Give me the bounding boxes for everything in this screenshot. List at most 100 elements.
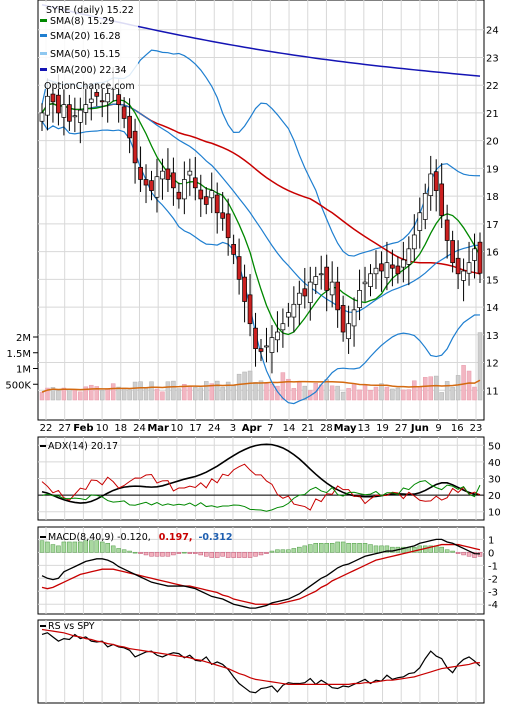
volume-bar [143, 387, 149, 401]
x-tick-label: 27 [395, 423, 408, 434]
candle-body [231, 244, 236, 255]
minus-di-line [41, 463, 481, 511]
price-y-tick-label: 22 [486, 81, 499, 92]
price-y-tick-label: 14 [486, 303, 499, 314]
volume-bar [45, 387, 50, 401]
macd-histogram-bar [160, 552, 165, 557]
rs-label: RS vs SPY [48, 621, 95, 632]
candle-body [275, 331, 280, 341]
macd-histogram-bar [116, 548, 121, 553]
macd-signal-line [41, 543, 481, 605]
candle-body [411, 234, 417, 250]
candle-body [269, 337, 275, 353]
candle-body [50, 93, 56, 103]
volume-bar [384, 386, 390, 401]
candle-body [395, 265, 401, 275]
legend-sma20: SMA(20) 16.28 [50, 31, 120, 42]
legend: SYRE (daily) 15.22 SMA(8) 15.29 SMA(20) … [40, 2, 138, 92]
candle-body [77, 109, 83, 123]
volume-bar [225, 381, 231, 401]
volume-bar [286, 378, 291, 401]
candle-body [171, 172, 176, 189]
x-tick-label: 7 [267, 423, 273, 434]
volume-bar [116, 386, 121, 401]
x-tick-label: 14 [283, 423, 296, 434]
macd-histogram-bar [362, 543, 368, 553]
volume-bar [165, 381, 171, 401]
macd-histogram-bar [231, 552, 236, 558]
volume-bar [264, 383, 269, 401]
candle-body [286, 312, 291, 318]
volume-bar [247, 370, 253, 401]
volume-bar [428, 376, 433, 401]
volume-bar [99, 390, 105, 401]
volume-bars [39, 332, 483, 401]
volume-bar [171, 380, 176, 401]
x-tick-label: Mar [147, 423, 169, 434]
candle-body [329, 281, 335, 296]
macd-histogram-bar [444, 549, 450, 553]
candle-body [318, 273, 324, 276]
macd-label-swatch [40, 536, 46, 538]
price-y-tick-label: 15 [486, 275, 499, 286]
macd-histogram-bar [242, 552, 247, 558]
legend-title: SYRE (daily) 15.22 [46, 5, 134, 16]
candle-body [154, 176, 160, 198]
x-tick-label: Feb [73, 423, 93, 434]
x-tick-label: 18 [114, 423, 127, 434]
macd-histogram-bar [99, 541, 105, 553]
volume-bar [357, 389, 362, 401]
volume-bar [417, 386, 423, 401]
candle-body [264, 345, 269, 348]
volume-bar [269, 384, 275, 401]
macd-histogram-bar [154, 552, 160, 557]
legend-sma8: SMA(8) 15.29 [50, 16, 114, 27]
macd-histogram-bar [94, 540, 99, 553]
macd-histogram-bar [72, 541, 78, 553]
volume-bar [231, 385, 236, 401]
candle-body [99, 100, 105, 103]
macd-histogram-bar [165, 552, 171, 557]
volume-bar [280, 372, 286, 401]
candle-body [116, 94, 122, 105]
macd-y-tick-label: -2 [488, 574, 498, 585]
volume-bar [50, 387, 56, 401]
x-tick-label: 10 [171, 423, 184, 434]
volume-bar [94, 386, 99, 401]
candle-body [132, 130, 138, 164]
x-tick-label: Jun [410, 423, 429, 434]
watermark: OptionChance.com [44, 81, 135, 92]
candle-body [280, 323, 286, 331]
x-tick-label: 22 [40, 423, 53, 434]
rs-average-line [41, 628, 480, 685]
legend-sma200: SMA(200) 22.34 [50, 65, 127, 76]
price-y-tick-label: 17 [486, 220, 499, 231]
adx-y-tick-label: 10 [488, 508, 501, 519]
volume-bar [132, 381, 138, 401]
sma8-line [41, 99, 481, 336]
macd-signal-value: 0.197, [159, 532, 193, 543]
macd-histogram-bar [209, 552, 214, 558]
volume-bar [412, 380, 417, 401]
macd-histogram-bar [472, 552, 477, 558]
rs-panel-frame [37, 619, 485, 704]
candle-body [160, 170, 165, 180]
candle-body [67, 104, 72, 122]
macd-histogram-bar [89, 540, 94, 553]
macd-label-main: MACD(8,40,9) -0.120, [48, 532, 151, 543]
candle-body [105, 93, 111, 103]
candle-body [56, 94, 61, 114]
macd-histogram-bar [176, 552, 182, 554]
macd-histogram-bar [384, 545, 390, 553]
macd-histogram-bar [329, 543, 335, 553]
price-y-tick-label: 20 [486, 137, 499, 148]
macd-histogram-bar [335, 541, 340, 553]
candle-body [138, 166, 143, 180]
candle-body [368, 273, 373, 287]
macd-histogram-bar [45, 541, 50, 553]
plus-di-line [41, 480, 481, 512]
candle-body [477, 241, 483, 274]
x-tick-label: 24 [208, 423, 221, 434]
volume-bar [450, 386, 455, 401]
x-tick-label: 13 [357, 423, 370, 434]
